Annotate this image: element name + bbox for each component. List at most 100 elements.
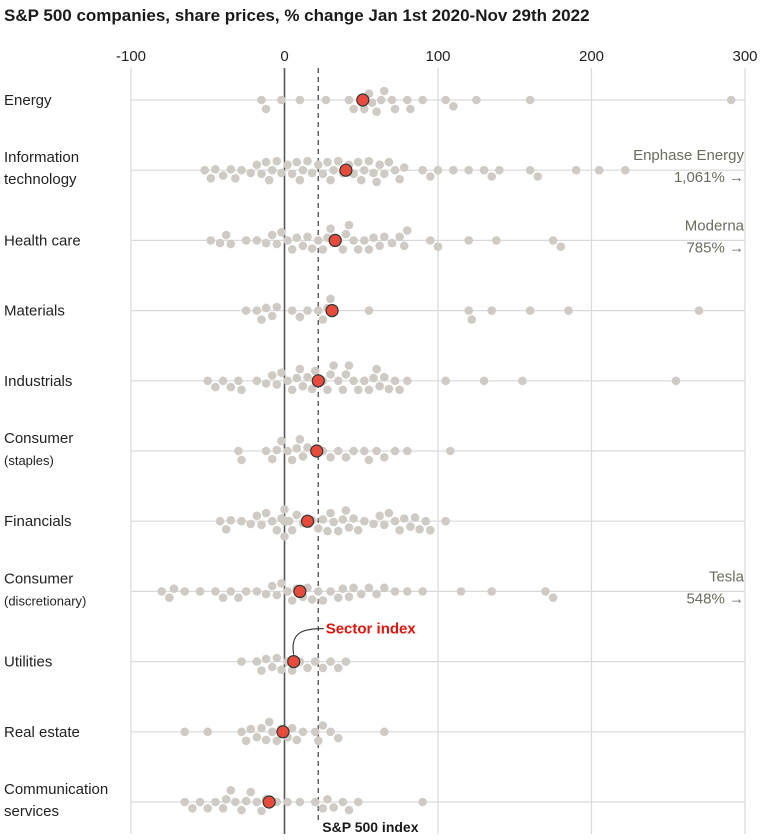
company-dot [226,516,236,525]
company-dot [237,727,246,737]
x-tick-label: -100 [116,48,146,65]
company-dot [257,169,266,179]
company-dot [360,104,369,114]
company-dot [272,590,282,600]
company-dot [307,384,317,394]
company-dot [564,306,573,315]
company-dot [218,376,228,386]
x-tick-label: 0 [280,48,288,65]
company-dot [369,233,378,242]
outlier-callout-name: Enphase Energy [633,147,744,164]
category-label: Financials [4,513,72,530]
category-label: Energy [4,92,52,109]
company-dot [403,587,412,596]
company-dot [541,587,550,596]
company-dot [246,724,256,734]
company-dot [246,519,256,529]
company-dot [326,453,335,462]
category-label: Utilities [4,654,52,671]
company-dot [241,306,251,315]
company-dot [367,98,377,107]
company-dot [341,370,351,379]
company-dot [218,171,228,180]
company-dot [403,376,412,386]
company-dot [295,95,305,105]
company-dot [525,165,535,175]
category-label: (discretionary) [4,593,86,608]
company-dot [349,236,358,245]
company-dot [533,172,543,181]
company-dot [344,220,354,230]
sector-index-dot [276,725,290,739]
company-dot [384,157,394,167]
company-dot [318,596,328,605]
company-dot [449,165,458,175]
company-dot [353,525,363,535]
company-dot [495,165,504,175]
company-dot [403,226,412,235]
company-dot [283,236,292,245]
company-dot [272,653,282,663]
company-dot [264,717,274,727]
company-dot [403,446,412,456]
company-dot [226,239,236,249]
company-dot [333,733,343,743]
company-dot [356,175,366,185]
company-dot [341,453,351,462]
company-dot [426,236,435,245]
company-dot [292,510,302,520]
company-dot [456,587,466,596]
company-dot [390,165,400,175]
company-dot [277,368,286,378]
company-dot [323,526,332,536]
company-dot [329,165,338,175]
company-dot [200,165,209,175]
company-dot [364,156,374,166]
outlier-callout-name: Tesla [709,568,745,585]
company-dot [234,446,243,456]
company-dot [487,306,497,315]
company-dot [261,589,271,599]
company-dot [353,385,363,395]
company-dot [369,168,378,178]
company-dot [399,241,409,251]
company-dot [313,306,323,315]
company-dot [433,165,443,175]
company-dot [267,165,277,175]
company-dot [218,593,228,602]
company-dot [372,446,381,456]
company-dot [313,587,323,596]
company-dot [287,245,297,254]
company-dot [333,376,343,386]
company-dot [267,230,277,240]
company-dot [338,584,348,593]
company-dot [241,796,251,806]
company-dot [218,804,228,813]
company-dot [267,581,277,591]
company-dot [360,516,369,526]
company-dot [349,376,358,386]
company-dot [307,244,317,253]
company-dot [252,160,262,170]
chart-title: S&P 500 companies, share prices, % chang… [4,6,590,25]
company-dot [303,156,312,166]
company-dot [313,160,323,170]
company-dot [287,596,297,605]
company-dot [287,723,297,733]
company-dot [310,657,320,666]
company-dot [284,516,294,526]
company-dot [188,804,197,813]
company-dot [307,595,317,604]
company-dot [211,797,220,807]
category-label: Consumer [4,570,73,587]
company-dot [326,657,335,666]
company-dot [237,385,246,395]
company-dot [272,302,282,312]
company-dot [694,306,704,315]
company-dot [303,306,312,315]
company-dot [165,593,174,602]
company-dot [215,516,225,526]
company-dot [283,376,292,386]
company-dot [237,805,246,815]
company-dot [283,446,292,456]
